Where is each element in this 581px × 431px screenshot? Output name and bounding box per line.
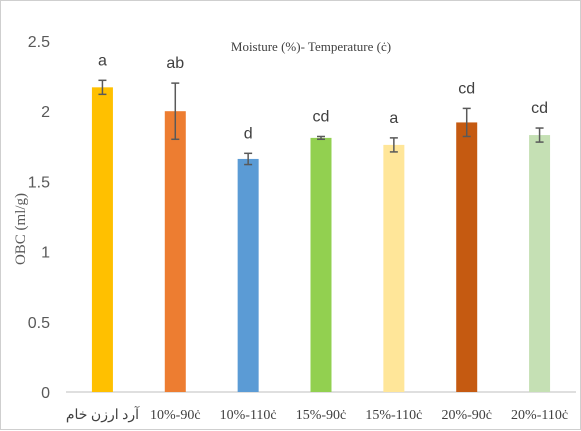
x-axis-category-labels: آرد ارزن خام 10%-90ċ 10%-110ċ 15%-90ċ 15%-11… — [66, 405, 568, 423]
bar — [237, 158, 259, 392]
error-bar — [462, 107, 471, 138]
bar — [310, 137, 332, 392]
error-bar — [244, 152, 253, 166]
error-bars-group — [98, 79, 544, 166]
significance-letters-group: a ab d cd a cd cd — [98, 52, 548, 142]
x-category-label: 10%-110ċ — [220, 408, 277, 423]
y-axis-label: OBC (ml/g) — [13, 193, 29, 265]
y-tick-label: 2.5 — [28, 34, 50, 51]
significance-letter: cd — [531, 100, 548, 117]
y-tick-label: 2 — [41, 104, 50, 121]
bar — [529, 135, 551, 392]
bar — [456, 122, 478, 392]
error-bar — [98, 79, 107, 96]
y-axis-ticks: 0 0.5 1 1.5 2 2.5 — [28, 34, 50, 402]
y-tick-label: 0.5 — [28, 315, 50, 332]
significance-letter: a — [389, 110, 398, 127]
chart-title: Moisture (%)- Temperature (ċ) — [231, 39, 391, 54]
bars-group — [91, 87, 551, 392]
bar — [383, 144, 405, 392]
x-category-label: 10%-90ċ — [150, 408, 201, 423]
y-tick-label: 1 — [41, 245, 50, 262]
significance-letter: cd — [313, 108, 330, 125]
significance-letter: d — [244, 125, 253, 142]
y-tick-label: 1.5 — [28, 174, 50, 191]
significance-letter: ab — [166, 55, 184, 72]
significance-letter: a — [98, 52, 107, 69]
x-category-label: 15%-110ċ — [365, 408, 422, 423]
error-bar — [389, 137, 398, 153]
bar — [164, 111, 186, 392]
x-category-label: آرد ارزن خام — [66, 405, 140, 423]
y-tick-label: 0 — [41, 385, 50, 402]
significance-letter: cd — [458, 80, 475, 97]
x-category-label: 15%-90ċ — [296, 408, 347, 423]
error-bar — [535, 127, 544, 143]
bar — [91, 87, 113, 392]
x-category-label: 20%-110ċ — [511, 408, 568, 423]
error-bar — [317, 135, 325, 141]
error-bar — [171, 82, 180, 141]
x-category-label: 20%-90ċ — [441, 408, 492, 423]
